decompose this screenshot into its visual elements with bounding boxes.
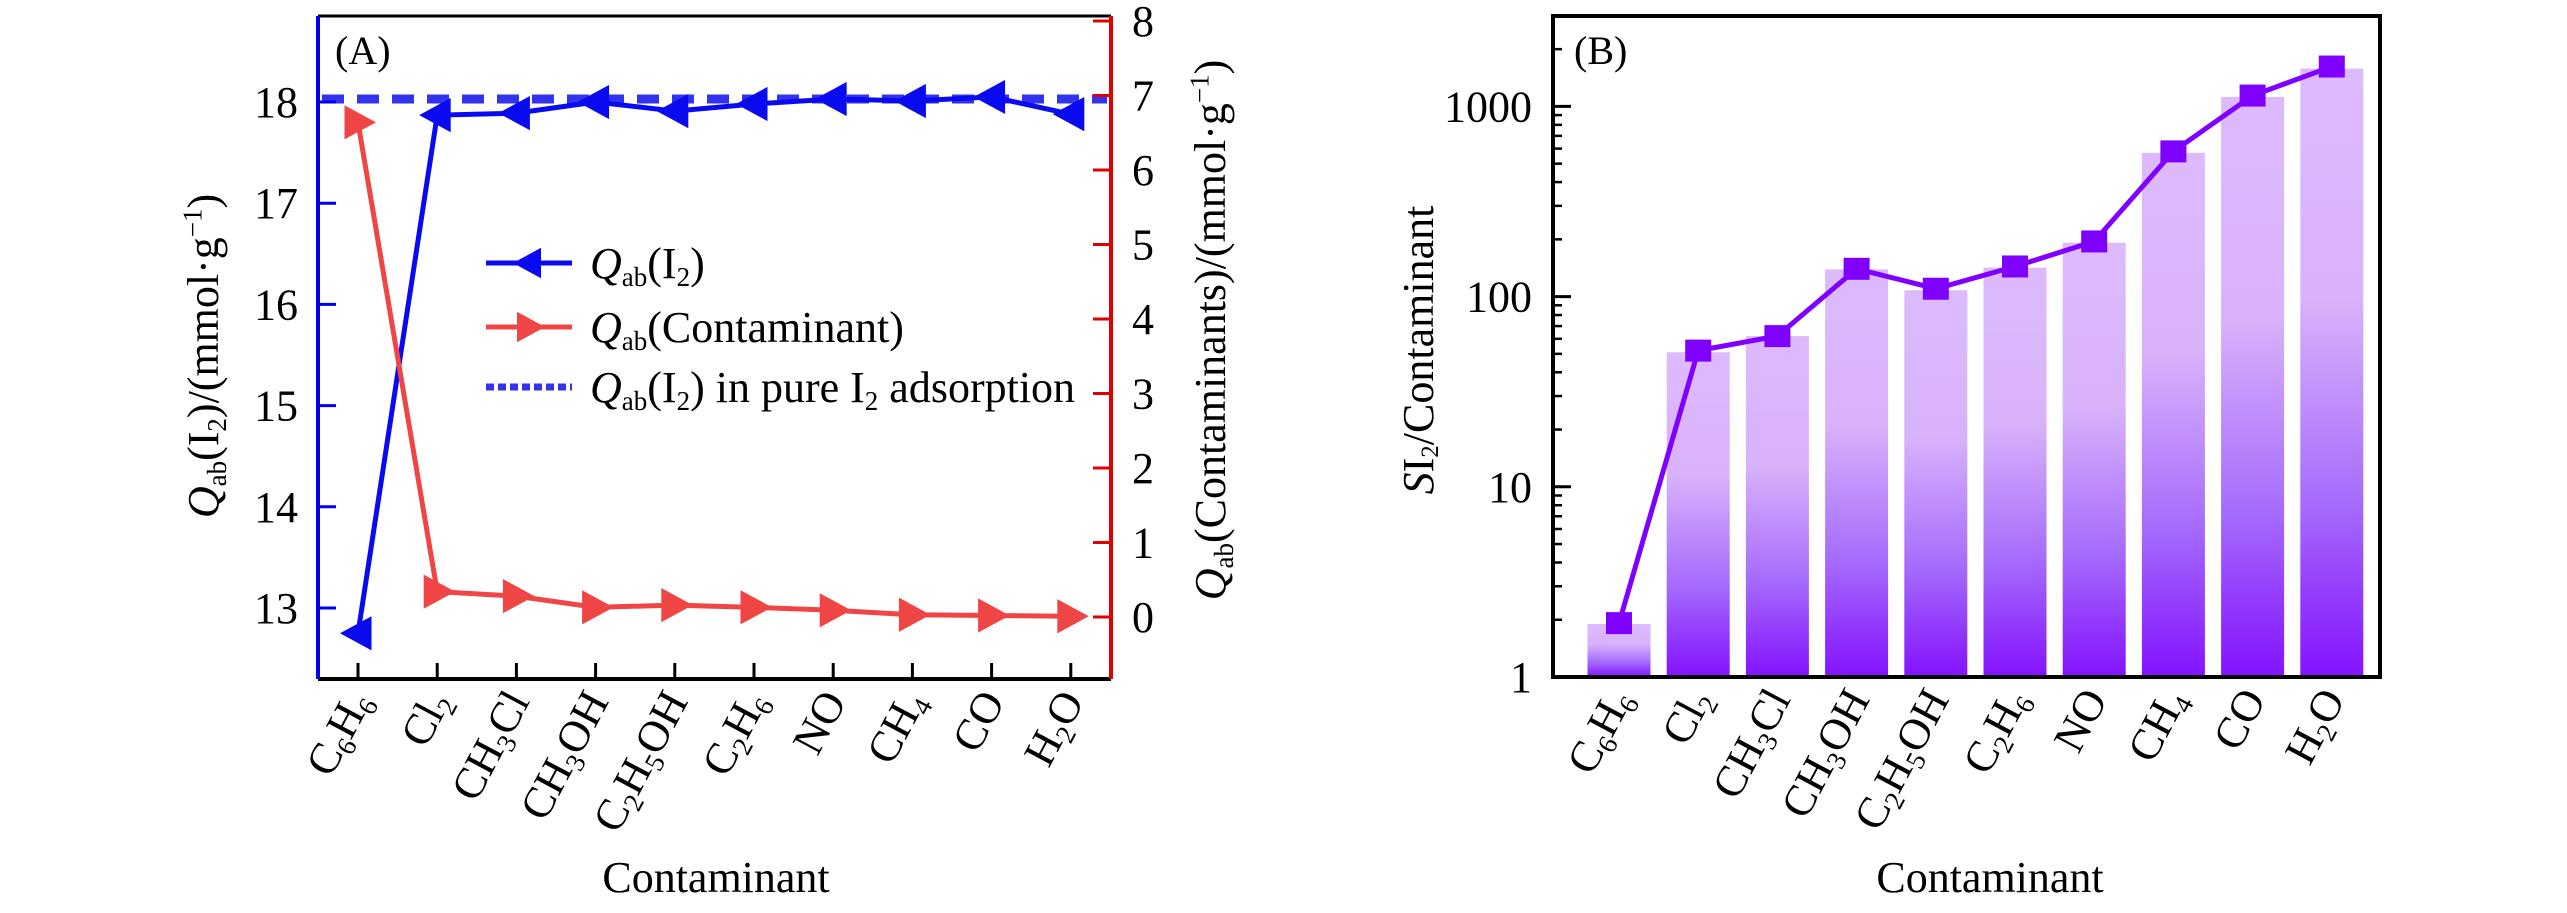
marker-qab-i2 [736, 86, 768, 122]
y-tick-label-right-a: 0 [1132, 593, 1154, 642]
y-tick-label-b: 1000 [1444, 82, 1532, 131]
marker-qab-i2 [498, 96, 530, 131]
y-tick-label-right-a: 3 [1132, 370, 1154, 419]
y-tick-label-left-a: 14 [254, 483, 298, 532]
x-tick-label-b: CO [2203, 681, 2275, 758]
y-tick-label-left-a: 13 [254, 584, 298, 633]
y-axis-title-left-a: Qab​(I2​)/(mmol·g−1​) [177, 194, 232, 518]
marker-selectivity [1843, 257, 1870, 280]
x-tick-label-b: CH4​ [2118, 680, 2200, 771]
marker-selectivity [1922, 277, 1949, 300]
marker-selectivity [2002, 255, 2028, 278]
y-tick-label-b: 100 [1466, 273, 1532, 322]
bar [2141, 152, 2205, 678]
marker-qab-contaminant [898, 597, 931, 632]
marker-qab-i2 [1052, 97, 1085, 132]
marker-qab-contaminant [582, 590, 614, 625]
bar [2300, 68, 2364, 678]
y-tick-label-b: 10 [1488, 463, 1532, 512]
x-tick-label-b: Cl2​ [1652, 681, 1725, 754]
y-tick-label-left-a: 18 [254, 78, 298, 127]
x-axis-title-b: Contaminant [1876, 853, 2103, 902]
x-tick-label-b: NO [2044, 681, 2117, 760]
legend-label: Qab​(I2​) [590, 239, 705, 292]
marker-qab-i2 [340, 616, 372, 651]
legend-label: Qab​(I2​) in pure I2​ adsorption [590, 363, 1075, 416]
marker-qab-i2 [815, 81, 847, 117]
marker-qab-contaminant [661, 587, 693, 623]
x-axis-title-a: Contaminant [602, 853, 829, 902]
marker-selectivity [1606, 612, 1632, 635]
plot-frame-b [1551, 14, 2382, 679]
marker-qab-contaminant [740, 590, 772, 625]
x-tick-label-a: CO [942, 683, 1014, 760]
y-tick-label-left-a: 16 [254, 280, 298, 329]
bar [1983, 267, 2047, 677]
x-tick-label-a: H2​O [1014, 683, 1097, 776]
panel-label-b: (B) [1574, 28, 1627, 73]
y-axis-title-b: SI2​/Contaminant [1394, 206, 1444, 495]
legend-label: Qab​(Contaminant) [590, 303, 904, 356]
marker-qab-contaminant [502, 579, 535, 614]
marker-qab-i2 [973, 79, 1006, 115]
y-tick-label-right-a: 4 [1132, 295, 1154, 344]
bar [1666, 352, 1730, 677]
marker-selectivity [2239, 84, 2266, 107]
bar [1904, 290, 1968, 677]
y-tick-label-right-a: 5 [1132, 221, 1154, 270]
series-line-qab-i2 [355, 94, 1072, 634]
y-tick-label-left-a: 15 [254, 382, 298, 431]
series-line-selectivity [1616, 64, 2333, 624]
x-tick-label-a: C6​H6​ [296, 683, 384, 786]
legend-a: Qab​(I2​) Qab​(Contaminant) Qab​(I2​) in p… [486, 239, 1075, 416]
marker-qab-i2 [577, 84, 610, 120]
marker-selectivity [2160, 140, 2187, 163]
legend-marker-qab-i2 [513, 247, 541, 279]
x-tick-label-a: C2​H6​ [692, 683, 780, 786]
marker-selectivity [1685, 339, 1712, 362]
bar [2221, 97, 2285, 677]
panel-label-a: (A) [335, 28, 391, 73]
y-axis-title-right-a: Qab​(Contaminants)/(mmol·g−1​) [1184, 60, 1239, 601]
bar [2062, 242, 2126, 677]
y-tick-label-b: 1 [1510, 653, 1532, 702]
marker-selectivity [2081, 230, 2108, 253]
bar [1825, 269, 1889, 677]
marker-qab-contaminant [1057, 599, 1089, 634]
panel-b: 1101001000C6​H6​Cl2​CH3​ClCH3​OHC2​H5​OH… [1394, 14, 2382, 902]
series-line-qab-contaminant [355, 121, 1071, 619]
marker-selectivity [2318, 55, 2345, 78]
marker-selectivity [1764, 325, 1791, 348]
x-tick-label-a: CH4​ [857, 682, 939, 773]
legend-marker-qab-contaminant [517, 311, 545, 343]
y-tick-label-left-a: 17 [254, 179, 298, 228]
y-tick-label-right-a: 8 [1132, 0, 1154, 46]
y-tick-label-right-a: 7 [1132, 72, 1154, 121]
marker-qab-i2 [894, 83, 926, 119]
y-tick-label-right-a: 2 [1132, 444, 1154, 493]
y-tick-label-right-a: 1 [1132, 519, 1154, 568]
marker-qab-i2 [419, 98, 451, 133]
marker-qab-i2 [656, 94, 689, 129]
marker-qab-contaminant [344, 105, 376, 140]
x-tick-label-b: C6​H6​ [1557, 681, 1645, 784]
x-tick-label-b: C2​H6​ [1953, 681, 2041, 784]
marker-qab-contaminant [978, 598, 1010, 633]
x-tick-label-b: H2​O [2275, 681, 2358, 774]
panel-a: 131415161718012345678C6​H6​Cl2​CH3​ClCH3… [177, 0, 1239, 902]
x-tick-label-a: Cl2​ [391, 683, 464, 756]
marker-qab-contaminant [819, 593, 852, 628]
x-tick-label-a: NO [783, 683, 856, 762]
bar [1745, 336, 1809, 677]
y-tick-label-right-a: 6 [1132, 146, 1154, 195]
marker-qab-contaminant [423, 574, 456, 609]
